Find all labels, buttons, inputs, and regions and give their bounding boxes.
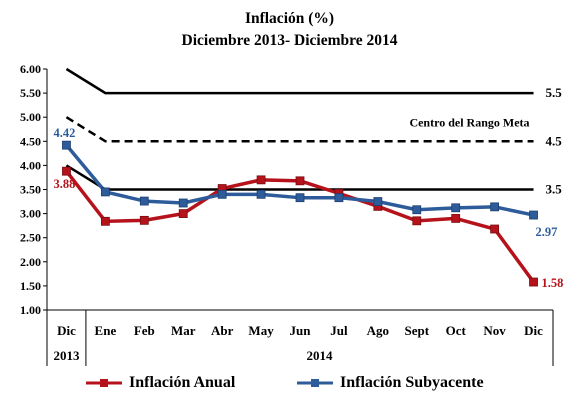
x-tick-label: Ene [95, 323, 117, 338]
x-tick-label: Mar [171, 323, 196, 338]
data-point-subyacente [256, 189, 266, 199]
data-point-anual [295, 176, 305, 186]
data-point-subyacente [451, 203, 461, 213]
x-tick-label: Oct [446, 323, 467, 338]
y-tick-label: 5.50 [20, 86, 41, 100]
data-point-subyacente [490, 202, 500, 212]
data-point-subyacente [295, 193, 305, 203]
x-tick-label: May [248, 323, 274, 338]
target-lower-line [65, 164, 534, 191]
data-point-subyacente [100, 187, 110, 197]
target-center-line [65, 116, 534, 143]
data-point-anual [62, 166, 71, 176]
y-tick-label: 1.00 [20, 303, 41, 317]
data-label-subyacente-end: 2.97 [536, 225, 558, 239]
data-point-subyacente [178, 198, 188, 208]
x-tick-label: Sept [404, 323, 429, 338]
target-center-label: 4.5 [546, 133, 563, 148]
x-tick-label: Dic [524, 323, 543, 338]
y-tick-label: 2.50 [20, 231, 41, 245]
data-point-subyacente [334, 193, 344, 203]
legend-item-subyacente: Inflación Subyacente [296, 370, 484, 396]
x-tick-label: Jun [290, 323, 312, 338]
y-tick-label: 3.00 [20, 207, 41, 221]
data-point-anual [178, 209, 188, 219]
data-point-subyacente [62, 140, 71, 150]
y-tick-label: 6.00 [20, 62, 41, 76]
x-tick-label: Jul [330, 323, 348, 338]
y-tick-label: 4.00 [20, 158, 41, 172]
x-tick-label: Abr [211, 323, 234, 338]
data-label-anual-start: 3.88 [54, 177, 76, 191]
y-tick-label: 4.50 [20, 134, 41, 148]
y-tick-label: 5.00 [20, 110, 41, 124]
x-year-label-2014: 2014 [306, 348, 333, 363]
data-label-subyacente-start: 4.42 [54, 126, 76, 140]
legend-label-subyacente: Inflación Subyacente [340, 374, 484, 391]
data-point-anual [529, 277, 538, 287]
x-tick-label: Nov [483, 323, 506, 338]
target-upper-line [65, 67, 534, 95]
chart-subtitle: Diciembre 2013- Diciembre 2014 [181, 32, 398, 49]
data-point-anual [256, 175, 266, 185]
data-point-subyacente [139, 196, 149, 206]
x-tick-label: Feb [134, 323, 155, 338]
target-center-text: Centro del Rango Meta [409, 115, 529, 129]
y-tick-label: 3.50 [20, 183, 41, 197]
data-point-subyacente [529, 210, 538, 220]
legend-label-anual: Inflación Anual [129, 374, 236, 391]
series-line-anual [65, 170, 535, 284]
data-point-subyacente [373, 197, 383, 206]
x-year-label-2013: 2013 [53, 348, 80, 363]
data-point-subyacente [412, 205, 422, 215]
data-point-anual [100, 216, 110, 226]
data-point-anual [490, 224, 500, 234]
x-tick-label: Ago [367, 323, 389, 338]
y-tick-label: 1.50 [20, 279, 41, 293]
target-lower-label: 3.5 [546, 182, 563, 197]
x-tick-label: Dic [57, 323, 76, 338]
y-tick-label: 2.00 [20, 255, 41, 269]
chart-title: Inflación (%) [244, 10, 335, 27]
legend-swatch-subyacente [297, 379, 333, 387]
data-point-anual [139, 215, 149, 225]
data-point-anual [451, 214, 461, 223]
data-label-anual-end: 1.58 [542, 276, 564, 290]
legend-swatch-anual [86, 379, 122, 387]
data-point-subyacente [217, 189, 227, 199]
legend-item-anual: Inflación Anual [85, 370, 235, 396]
target-upper-label: 5.5 [546, 85, 563, 100]
data-point-anual [412, 216, 422, 226]
